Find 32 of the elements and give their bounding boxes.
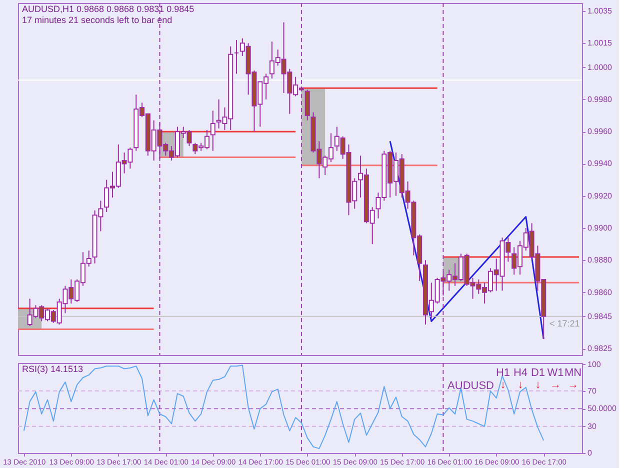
annotation: ↓: [518, 379, 524, 391]
annotation: ↓: [500, 379, 506, 391]
y-tick-label: 0.9880: [588, 256, 613, 265]
chart-title: AUDUSD,H1 0.9868 0.9868 0.9831 0.9845: [22, 4, 194, 14]
y-tick-label: 100: [588, 360, 602, 369]
y-tick-label: 0.9845: [588, 312, 613, 321]
y-tick-label: 70: [588, 386, 597, 396]
text: 17 minutes 21 seconds left to bar end: [22, 15, 172, 25]
y-tick-label: 0.9860: [588, 288, 613, 297]
annotation: ↓: [535, 379, 541, 391]
annotation: D1: [530, 367, 546, 379]
y-tick-label: 30: [588, 422, 597, 431]
y-tick-label: 50.0000: [588, 404, 617, 414]
annotation: →: [568, 379, 578, 391]
annotation: W1: [547, 367, 564, 379]
annotation: AUDUSD: [448, 380, 494, 392]
annotation: H1: [496, 367, 510, 379]
y-tick-label: 0.9900: [588, 224, 613, 233]
annotation: →: [550, 379, 561, 391]
y-tick-label: 0.9960: [588, 127, 613, 136]
y-tick-label: 1.0035: [588, 6, 613, 16]
y-tick-label: 0.9980: [588, 94, 613, 104]
y-tick-label: 1.0000: [588, 62, 613, 72]
y-tick-label: 0.9920: [588, 191, 613, 200]
y-tick-label: 0: [588, 448, 592, 458]
y-tick-label: 0.9825: [588, 344, 613, 354]
chart-title: RSI(3) 14.1513: [22, 364, 84, 374]
annotation: MN: [564, 367, 582, 379]
annotation: < 17:21: [550, 318, 580, 328]
y-tick-label: 1.0015: [588, 38, 613, 48]
annotation: H4: [513, 367, 528, 379]
y-tick-label: 0.9940: [588, 159, 613, 168]
